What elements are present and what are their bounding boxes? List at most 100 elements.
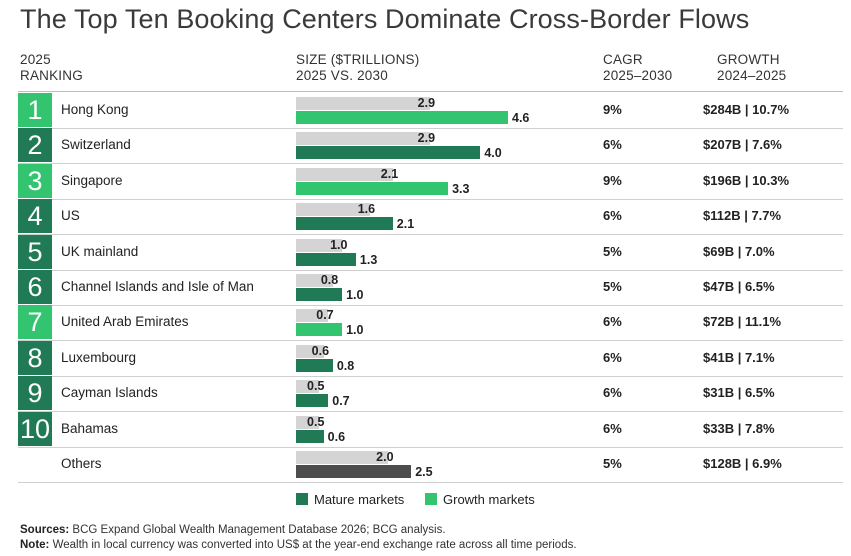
bar-2025 (296, 274, 333, 287)
header-ranking-line1: 2025 (20, 52, 51, 67)
cagr-value: 6% (603, 385, 622, 401)
table-row: Others 2.0 2.5 5% $128B | 6.9% (18, 447, 843, 483)
growth-value: $284B | 10.7% (703, 102, 790, 117)
bar-2030 (296, 288, 343, 301)
chart-title: The Top Ten Booking Centers Dominate Cro… (20, 4, 750, 34)
table-top-rule (18, 91, 843, 92)
cagr-value: 6% (603, 349, 622, 365)
header-growth-line1: GROWTH (717, 52, 780, 67)
bar-2025 (296, 203, 370, 217)
header-cagr: CAGR 2025–2030 (603, 52, 672, 84)
cagr-value: 5% (603, 456, 622, 471)
growth-value: $33B | 7.8% (703, 420, 775, 436)
country-label: Hong Kong (61, 102, 129, 117)
growth-value: $41B | 7.1% (703, 349, 775, 365)
value-label-2030: 0.6 (327, 429, 346, 444)
value-label-2030: 0.8 (336, 358, 355, 373)
cagr-value: 6% (603, 137, 622, 153)
rank-badge: 7 (18, 305, 52, 340)
header-growth: GROWTH 2024–2025 (717, 52, 786, 84)
growth-value: $69B | 7.0% (703, 243, 775, 259)
legend-growth-label: Growth markets (443, 492, 535, 507)
value-label-2025: 0.5 (307, 414, 325, 429)
value-label-2025: 1.0 (330, 237, 348, 252)
legend-growth-swatch (425, 493, 437, 505)
rank-badge: 3 (18, 163, 52, 198)
rank-badge: 9 (18, 376, 52, 411)
header-size-line1: SIZE ($TRILLIONS) (296, 52, 420, 67)
legend-mature-swatch (296, 493, 308, 505)
value-label-2030: 1.0 (346, 323, 364, 338)
growth-value: $31B | 6.5% (703, 385, 775, 401)
bar-2025 (296, 451, 389, 464)
value-label-2025: 2.1 (380, 166, 399, 181)
legend-mature: Mature markets (296, 492, 404, 507)
header-growth-line2: 2024–2025 (717, 68, 787, 83)
bar-2030 (296, 394, 329, 408)
table-row: 9 Cayman Islands 0.5 0.7 6% $31B | 6.5% (18, 376, 843, 413)
footer-note: Note: Wealth in local currency was conve… (20, 539, 577, 551)
table-row: 3 Singapore 2.1 3.3 9% $196B | 10.3% (18, 163, 843, 200)
growth-value: $47B | 6.5% (703, 279, 775, 294)
rank-badge: 1 (18, 93, 52, 127)
value-label-2025: 2.0 (376, 450, 394, 464)
table-row: 7 United Arab Emirates 0.7 1.0 6% $72B | 11.1… (18, 305, 843, 342)
value-label-2030: 4.0 (484, 146, 502, 161)
table-row: 5 UK mainland 1.0 1.3 5% $69B | 7.0% (18, 234, 843, 271)
country-label: US (61, 208, 80, 224)
value-label-2025: 0.5 (307, 379, 325, 394)
value-label-2030: 4.6 (512, 111, 530, 125)
growth-value: $112B | 7.7% (703, 208, 782, 224)
country-label: Bahamas (61, 420, 119, 436)
footer-sources-text: BCG Expand Global Wealth Management Data… (72, 524, 446, 536)
value-label-2025: 1.6 (357, 202, 376, 217)
table-row: 8 Luxembourg 0.6 0.8 6% $41B | 7.1% (18, 340, 843, 377)
bar-2025 (296, 415, 320, 429)
growth-value: $72B | 11.1% (703, 314, 782, 330)
cagr-value: 9% (603, 102, 622, 117)
bar-2030 (296, 181, 449, 195)
bar-2025 (296, 97, 430, 110)
legend-growth: Growth markets (425, 492, 535, 507)
value-label-2030: 1.3 (359, 252, 378, 267)
header-cagr-line2: 2025–2030 (603, 68, 673, 83)
country-label: UK mainland (61, 243, 139, 259)
value-label-2025: 0.7 (316, 308, 334, 323)
footer-note-text: Wealth in local currency was converted i… (52, 539, 577, 551)
value-label-2025: 0.8 (320, 273, 339, 287)
rank-badge: 6 (18, 270, 52, 304)
value-label-2030: 2.5 (415, 465, 433, 479)
cagr-value: 5% (603, 279, 622, 294)
value-label-2030: 2.1 (396, 217, 415, 232)
cagr-value: 9% (603, 172, 622, 188)
growth-value: $207B | 7.6% (703, 137, 782, 153)
value-label-2025: 2.9 (417, 131, 436, 146)
value-label-2030: 3.3 (452, 181, 470, 196)
rank-badge: 8 (18, 340, 52, 375)
header-size-line2: 2025 VS. 2030 (296, 68, 388, 83)
bar-2025 (296, 380, 320, 394)
header-ranking: 2025 RANKING (20, 52, 83, 84)
bar-2030 (296, 146, 481, 160)
cagr-value: 6% (603, 208, 622, 224)
rank-badge: 2 (18, 128, 52, 163)
table-row: 6 Channel Islands and Isle of Man 0.8 1.0 5%… (18, 270, 843, 306)
bar-2030 (296, 323, 343, 337)
bar-2030 (296, 358, 333, 372)
cagr-value: 6% (603, 420, 622, 436)
value-label-2025: 0.6 (311, 343, 330, 358)
footer-note-label: Note: (20, 539, 50, 551)
bar-2030 (296, 429, 324, 443)
bar-2030 (296, 252, 356, 266)
bar-2030 (296, 111, 508, 124)
cagr-value: 6% (603, 314, 622, 330)
header-cagr-line1: CAGR (603, 52, 643, 67)
bar-2025 (296, 167, 393, 181)
bar-2025 (296, 309, 329, 323)
bar-2030 (296, 217, 393, 231)
header-ranking-line2: RANKING (20, 68, 83, 83)
cagr-value: 5% (603, 243, 622, 259)
rank-badge: 5 (18, 234, 52, 269)
table-row: 10 Bahamas 0.5 0.6 6% $33B | 7.8% (18, 411, 843, 448)
value-label-2030: 1.0 (346, 288, 364, 302)
